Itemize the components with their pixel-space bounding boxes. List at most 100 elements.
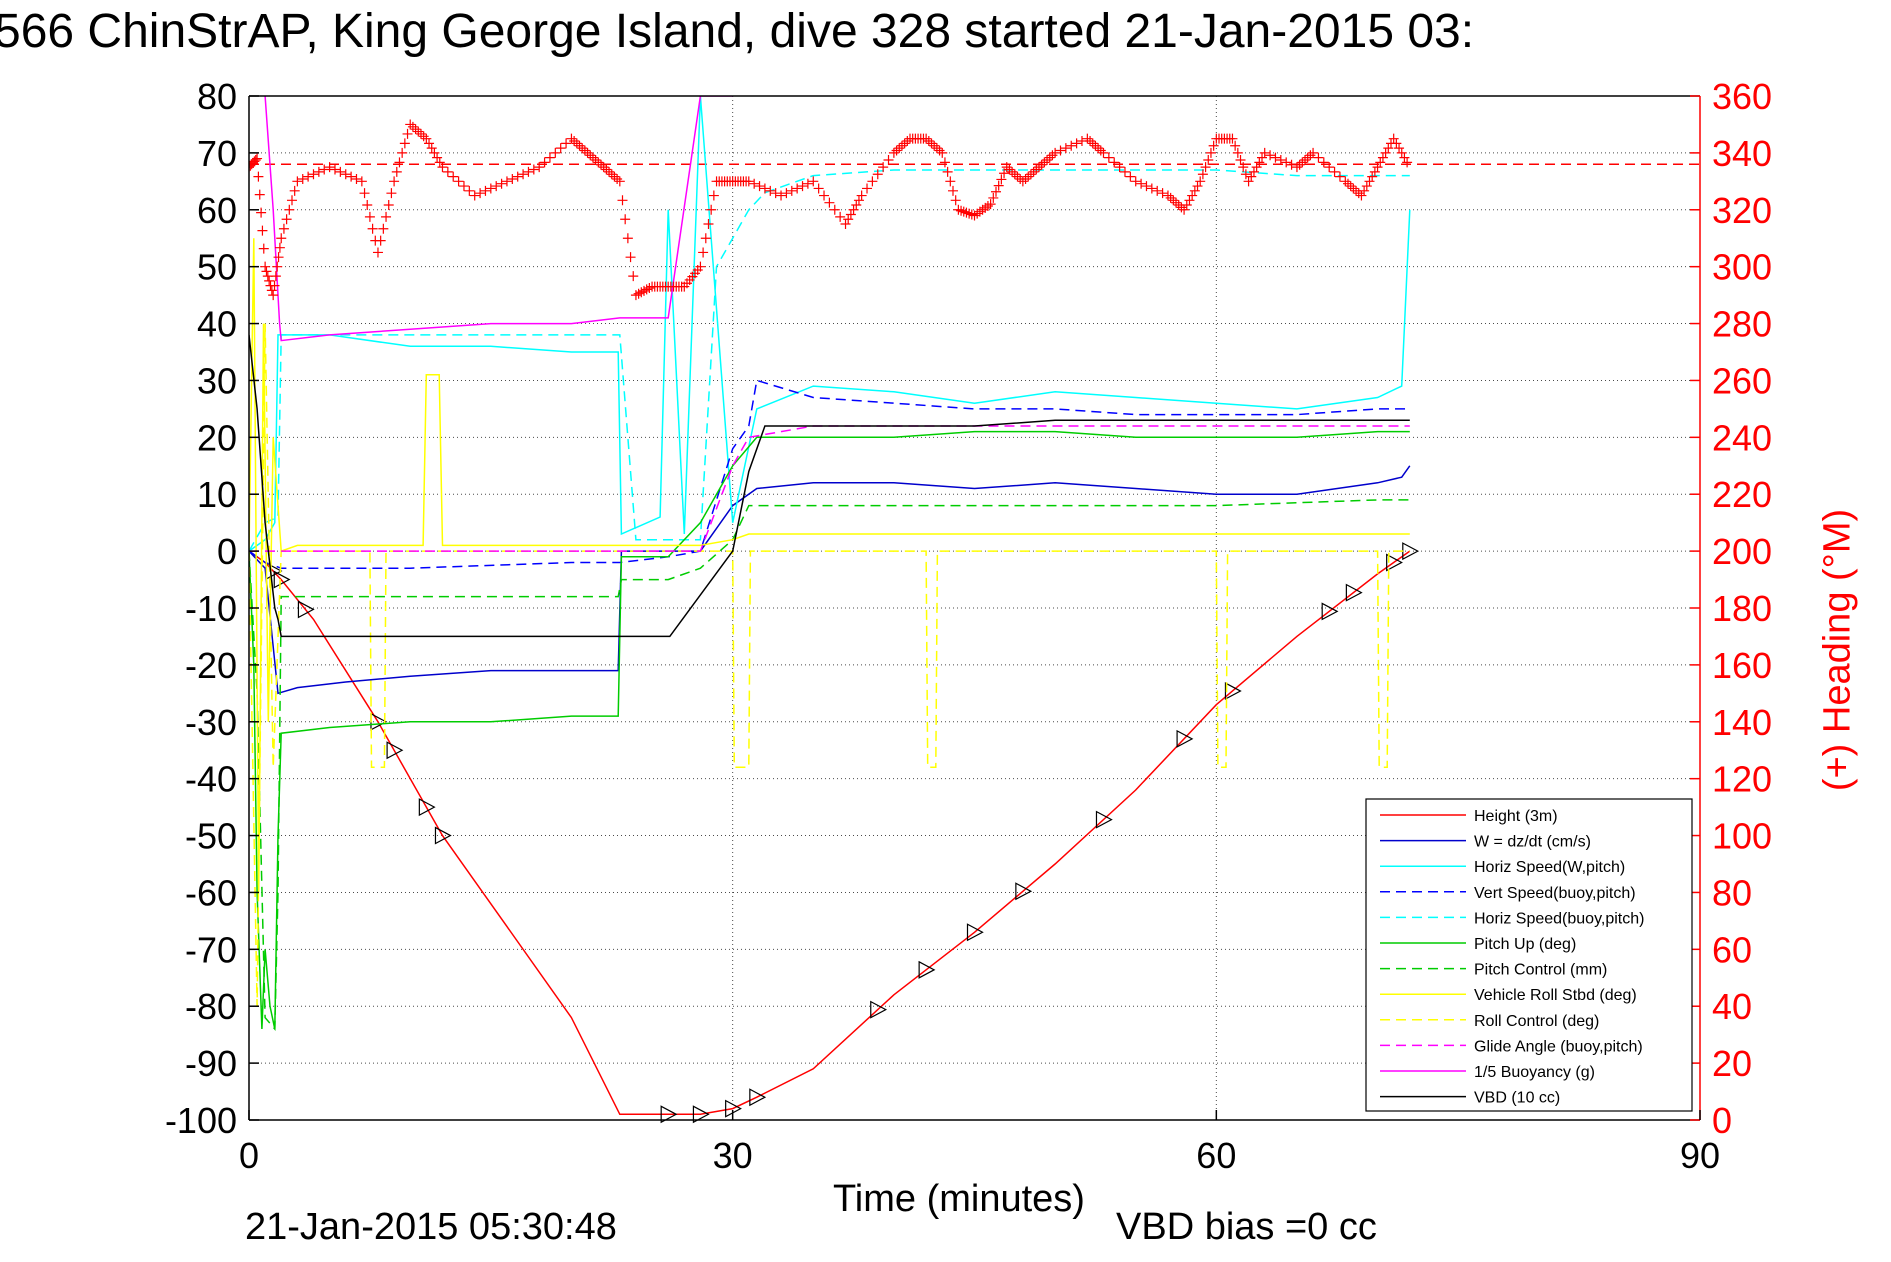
heading-marker [765,185,776,196]
heading-marker [1246,171,1257,182]
y-right-tick-label: 120 [1712,759,1772,800]
heading-marker [464,185,475,196]
y-right-tick-label: 340 [1712,133,1772,174]
heading-marker [257,225,268,236]
heading-marker [491,181,502,192]
heading-marker [1165,192,1176,203]
right-axis-label: (+) Heading (°M) [1816,508,1859,792]
heading-marker [931,143,942,154]
heading-marker [442,166,453,177]
heading-marker [273,252,284,263]
y-tick-label: 30 [197,360,237,401]
heading-marker [835,211,846,222]
heading-marker [1251,162,1262,173]
heading-marker [1098,147,1109,158]
legend-entry: Vehicle Roll Stbd (deg) [1474,987,1637,1004]
heading-marker [1130,176,1141,187]
heading-marker [571,138,582,149]
heading-marker [596,159,607,170]
heading-marker [1009,169,1020,180]
heading-marker [1359,185,1370,196]
heading-marker [1082,133,1093,144]
heading-marker [389,176,400,187]
heading-marker [1114,162,1125,173]
heading-marker [1302,152,1313,163]
heading-marker [284,204,295,215]
heading-marker [1181,200,1192,211]
heading-marker [1238,162,1249,173]
y-tick-label: 10 [197,474,237,515]
heading-marker [375,235,386,246]
heading-marker [1329,166,1340,177]
height-marker [918,960,936,979]
heading-marker [469,190,480,201]
legend-entry: Pitch Up (deg) [1474,936,1576,953]
heading-marker [274,242,285,253]
heading-marker [1208,140,1219,151]
heading-marker [1243,176,1254,187]
heading-marker [539,157,550,168]
heading-marker [1364,176,1375,187]
heading-marker [1340,176,1351,187]
heading-marker [1377,152,1388,163]
x-tick-label: 30 [713,1135,753,1176]
heading-marker [1109,157,1120,168]
legend-entry: W = dz/dt (cm/s) [1474,834,1591,851]
heading-marker [1343,178,1353,189]
heading-marker [1152,185,1163,196]
heading-marker [1240,169,1251,180]
heading-marker [609,171,620,182]
heading-marker [250,155,261,165]
heading-marker [953,204,964,215]
heading-marker [574,140,585,151]
heading-marker [1367,171,1378,182]
heading-marker [260,261,271,272]
height-marker [1386,553,1403,572]
heading-marker [620,214,631,225]
height-marker [660,1105,678,1124]
heading-marker [961,207,972,218]
heading-marker [399,138,410,149]
heading-marker [512,171,523,182]
footer-timestamp: 21-Jan-2015 05:30:48 [245,1206,617,1248]
heading-marker [405,119,416,130]
heading-marker [501,176,512,187]
heading-marker [1375,157,1386,168]
heading-marker [415,128,426,139]
heading-marker [1391,138,1402,149]
heading-marker [254,189,265,200]
heading-marker [335,166,346,177]
heading-marker [1020,173,1031,184]
heading-marker [340,169,351,180]
height-marker [273,570,291,589]
heading-marker [256,207,267,218]
heading-marker [1294,159,1305,170]
heading-marker [1087,138,1098,149]
heading-marker [1372,162,1383,173]
heading-marker [523,166,534,177]
heading-marker [1254,157,1265,168]
heading-marker [781,188,792,199]
heading-marker [628,271,639,282]
x-tick-label: 90 [1680,1135,1720,1176]
heading-marker [1313,152,1324,163]
legend-entry: Horiz Speed(W,pitch) [1474,859,1625,876]
heading-marker [1090,140,1101,151]
heading-marker [496,178,507,189]
y-right-tick-label: 80 [1712,872,1752,913]
heading-marker [555,143,566,154]
heading-marker [958,206,969,217]
heading-marker [1187,190,1198,201]
heading-marker [972,208,983,219]
y-tick-label: -60 [185,872,237,913]
heading-marker [1270,152,1281,163]
heading-marker [776,190,787,201]
heading-marker [982,200,993,211]
heading-marker [853,195,864,206]
heading-marker [1334,171,1345,182]
heading-marker [528,164,539,175]
heading-marker [1205,147,1216,158]
heading-marker [1033,162,1044,173]
y-right-tick-label: 280 [1712,304,1772,345]
height-marker [1321,602,1339,621]
